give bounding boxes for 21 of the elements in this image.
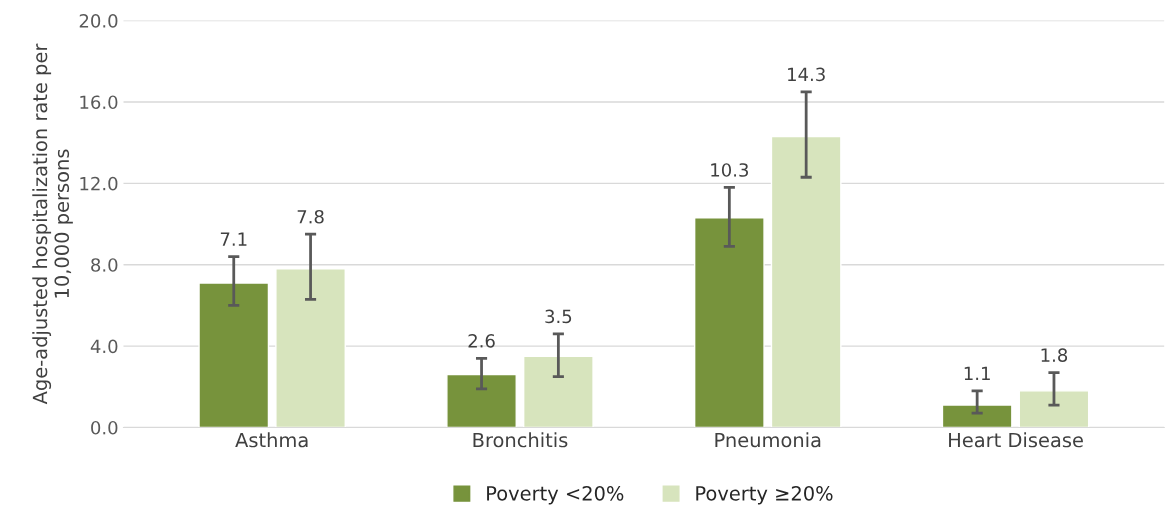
y-tick-label: 8.0 <box>91 258 118 272</box>
legend-label: Poverty ≥20% <box>696 485 833 505</box>
data-label: 1.8 <box>1041 348 1068 362</box>
y-axis-title: Age-adjusted hospitalization rate per 10,000 persons <box>32 43 73 405</box>
y-tick-label: 20.0 <box>79 14 118 28</box>
data-label: 14.3 <box>788 67 825 82</box>
data-label: 1.1 <box>964 366 990 380</box>
data-label: 7.8 <box>297 209 324 224</box>
x-tick-label: Pneumonia <box>715 432 821 448</box>
y-tick-label: 16.0 <box>80 95 118 110</box>
y-tick-label: 0.0 <box>91 420 118 435</box>
data-label: 10.3 <box>711 163 749 177</box>
data-label: 7.1 <box>220 232 247 246</box>
y-tick-label: 12.0 <box>80 176 118 191</box>
x-tick-label: Heart Disease <box>949 432 1083 448</box>
legend-label: Poverty <20% <box>487 485 624 505</box>
y-tick-label: 4.0 <box>90 339 118 354</box>
data-label: 2.6 <box>468 334 495 348</box>
data-label: 3.5 <box>545 309 572 324</box>
x-tick-label: Bronchitis <box>473 432 568 448</box>
x-tick-label: Asthma <box>235 432 308 448</box>
